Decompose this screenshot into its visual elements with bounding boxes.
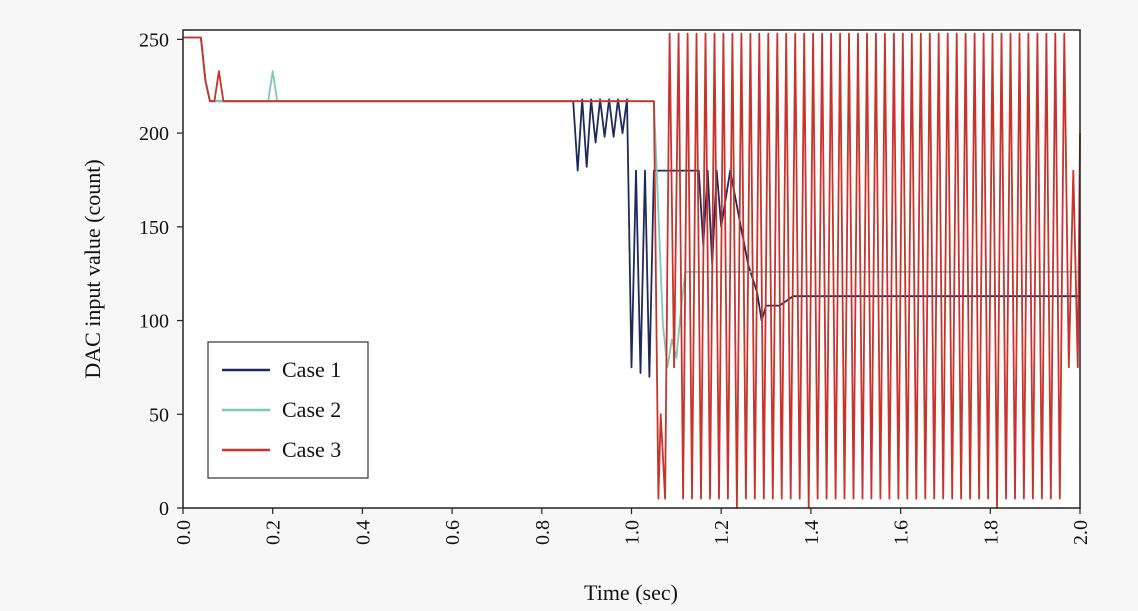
- y-axis-title: DAC input value (count): [80, 159, 105, 378]
- x-axis-title: Time (sec): [584, 580, 678, 605]
- x-tick-label: 0.0: [173, 520, 195, 545]
- y-tick-label: 250: [139, 29, 169, 51]
- y-tick-label: 100: [139, 311, 169, 333]
- x-tick-label: 1.6: [891, 520, 913, 545]
- x-tick-label: 0.4: [352, 520, 374, 545]
- x-tick-label: 0.8: [532, 520, 554, 545]
- x-tick-label: 2.0: [1070, 520, 1092, 545]
- legend-label: Case 1: [282, 357, 341, 382]
- y-tick-label: 0: [159, 498, 169, 520]
- x-tick-label: 1.2: [711, 520, 733, 545]
- x-tick-label: 1.4: [801, 520, 823, 545]
- legend: Case 1 Case 2 Case 3: [207, 341, 369, 479]
- y-tick-label: 150: [139, 217, 169, 239]
- y-tick-label: 50: [149, 404, 169, 426]
- series-layer: [183, 32, 1081, 509]
- x-tick-label: 1.0: [622, 520, 644, 545]
- x-tick-label: 0.6: [442, 520, 464, 545]
- legend-label: Case 3: [282, 437, 341, 462]
- tick-layer: 0.0 0.2 0.4 0.6 0.8 1.0 1.2 1.4 1.6 1.8 2.0 0 50 100 1…: [139, 29, 1092, 545]
- x-tick-label: 1.8: [980, 520, 1002, 545]
- series-line-3: [183, 32, 1081, 509]
- legend-label: Case 2: [282, 397, 341, 422]
- x-tick-label: 0.2: [263, 520, 285, 545]
- y-tick-label: 200: [139, 123, 169, 145]
